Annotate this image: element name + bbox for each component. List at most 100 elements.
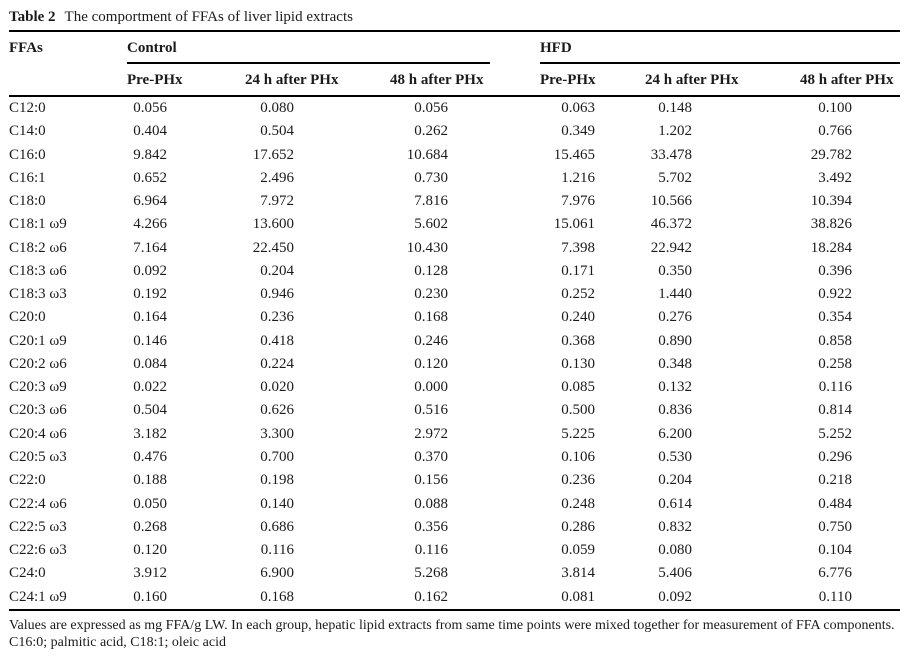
value-cell-hfd-0: 15.061 bbox=[540, 213, 645, 236]
value: 0.858 bbox=[818, 332, 852, 349]
value: 0.836 bbox=[658, 402, 692, 419]
value-cell-hfd-0: 3.814 bbox=[540, 562, 645, 585]
value: 3.300 bbox=[260, 425, 294, 442]
ffa-label: C22:0 bbox=[9, 472, 46, 489]
value-cell-hfd-1: 0.148 bbox=[645, 97, 800, 120]
value-cell-control-1: 0.504 bbox=[245, 120, 390, 143]
value-cell-control-1: 0.418 bbox=[245, 330, 390, 353]
value: 0.092 bbox=[133, 262, 167, 279]
control-group-rule bbox=[127, 62, 490, 64]
subheader-control-48h: 48 h after PHx bbox=[390, 64, 540, 97]
value-cell-control-1: 7.972 bbox=[245, 190, 390, 213]
value: 0.120 bbox=[133, 542, 167, 559]
value: 0.218 bbox=[818, 472, 852, 489]
value: 0.162 bbox=[414, 588, 448, 605]
value-cell-hfd-0: 0.349 bbox=[540, 120, 645, 143]
value-cell-hfd-1: 33.478 bbox=[645, 144, 800, 167]
value-cell-control-0: 3.912 bbox=[127, 562, 245, 585]
value-cell-hfd-0: 0.085 bbox=[540, 376, 645, 399]
value-cell-hfd-1: 10.566 bbox=[645, 190, 800, 213]
value-cell-hfd-1: 0.832 bbox=[645, 516, 800, 539]
value-cell-control-0: 0.056 bbox=[127, 97, 245, 120]
value-cell-hfd-1: 0.276 bbox=[645, 306, 800, 329]
value: 7.816 bbox=[414, 193, 448, 210]
value: 5.268 bbox=[414, 565, 448, 582]
table-caption: Table 2 The comportment of FFAs of liver … bbox=[9, 7, 900, 27]
value-cell-control-2: 0.156 bbox=[390, 469, 540, 492]
value-cell-control-2: 5.602 bbox=[390, 213, 540, 236]
value: 22.942 bbox=[650, 239, 692, 256]
value: 29.782 bbox=[810, 146, 852, 163]
value-cell-hfd-1: 6.200 bbox=[645, 423, 800, 446]
value-cell-hfd-2: 6.776 bbox=[800, 562, 900, 585]
value: 0.236 bbox=[561, 472, 595, 489]
value-cell-hfd-2: 5.252 bbox=[800, 423, 900, 446]
value-cell-control-2: 5.268 bbox=[390, 562, 540, 585]
value: 0.354 bbox=[818, 309, 852, 326]
value-cell-hfd-2: 0.858 bbox=[800, 330, 900, 353]
value-cell-control-1: 6.900 bbox=[245, 562, 390, 585]
value-cell-hfd-0: 0.500 bbox=[540, 399, 645, 422]
value-cell-control-1: 0.168 bbox=[245, 586, 390, 609]
value: 0.730 bbox=[414, 169, 448, 186]
value: 2.972 bbox=[414, 425, 448, 442]
ffa-label: C14:0 bbox=[9, 123, 46, 140]
value: 0.370 bbox=[414, 448, 448, 465]
value: 0.168 bbox=[414, 309, 448, 326]
value: 0.296 bbox=[818, 448, 852, 465]
value: 0.700 bbox=[260, 448, 294, 465]
value-cell-control-2: 0.168 bbox=[390, 306, 540, 329]
value-cell-hfd-1: 5.406 bbox=[645, 562, 800, 585]
value: 0.050 bbox=[133, 495, 167, 512]
value-cell-hfd-1: 0.080 bbox=[645, 539, 800, 562]
value-cell-hfd-2: 0.218 bbox=[800, 469, 900, 492]
value-cell-hfd-0: 0.252 bbox=[540, 283, 645, 306]
value: 0.252 bbox=[561, 286, 595, 303]
ffa-label: C20:2 ω6 bbox=[9, 355, 67, 372]
value: 0.258 bbox=[818, 355, 852, 372]
value-cell-hfd-0: 7.398 bbox=[540, 237, 645, 260]
value-cell-control-0: 9.842 bbox=[127, 144, 245, 167]
value-cell-hfd-2: 38.826 bbox=[800, 213, 900, 236]
value-cell-control-1: 0.116 bbox=[245, 539, 390, 562]
value: 0.116 bbox=[260, 542, 294, 559]
value: 0.160 bbox=[133, 588, 167, 605]
value: 15.061 bbox=[553, 216, 595, 233]
value: 2.496 bbox=[260, 169, 294, 186]
value-cell-hfd-2: 0.354 bbox=[800, 306, 900, 329]
value-cell-control-1: 22.450 bbox=[245, 237, 390, 260]
value-cell-control-2: 7.816 bbox=[390, 190, 540, 213]
value-cell-control-1: 2.496 bbox=[245, 167, 390, 190]
value: 0.230 bbox=[414, 286, 448, 303]
ffa-label: C24:0 bbox=[9, 565, 46, 582]
value-cell-hfd-0: 0.248 bbox=[540, 493, 645, 516]
value-cell-hfd-0: 5.225 bbox=[540, 423, 645, 446]
value-cell-hfd-0: 0.236 bbox=[540, 469, 645, 492]
value-cell-control-2: 10.684 bbox=[390, 144, 540, 167]
value-cell-control-1: 0.080 bbox=[245, 97, 390, 120]
value-cell-hfd-0: 0.171 bbox=[540, 260, 645, 283]
ffa-label: C20:3 ω6 bbox=[9, 402, 67, 419]
value: 7.972 bbox=[260, 193, 294, 210]
subheader-hfd-pre-phx: Pre-PHx bbox=[540, 64, 645, 97]
value-cell-control-2: 0.162 bbox=[390, 586, 540, 609]
ffa-label: C24:1 ω9 bbox=[9, 588, 67, 605]
value: 0.022 bbox=[133, 379, 167, 396]
value-cell-control-0: 0.504 bbox=[127, 399, 245, 422]
value-cell-hfd-2: 0.766 bbox=[800, 120, 900, 143]
value: 0.140 bbox=[260, 495, 294, 512]
value-cell-control-0: 0.404 bbox=[127, 120, 245, 143]
ffa-label: C20:3 ω9 bbox=[9, 379, 67, 396]
value: 0.088 bbox=[414, 495, 448, 512]
ffa-label: C20:0 bbox=[9, 309, 46, 326]
value-cell-control-2: 0.262 bbox=[390, 120, 540, 143]
value: 0.171 bbox=[561, 262, 595, 279]
value: 0.156 bbox=[414, 472, 448, 489]
value-cell-hfd-0: 0.059 bbox=[540, 539, 645, 562]
value: 0.164 bbox=[133, 309, 167, 326]
value: 0.418 bbox=[260, 332, 294, 349]
ffa-label: C22:5 ω3 bbox=[9, 518, 67, 535]
data-table: FFAs Control HFD Pre-PHx 24 h after PHx … bbox=[9, 30, 900, 611]
value-cell-hfd-1: 46.372 bbox=[645, 213, 800, 236]
